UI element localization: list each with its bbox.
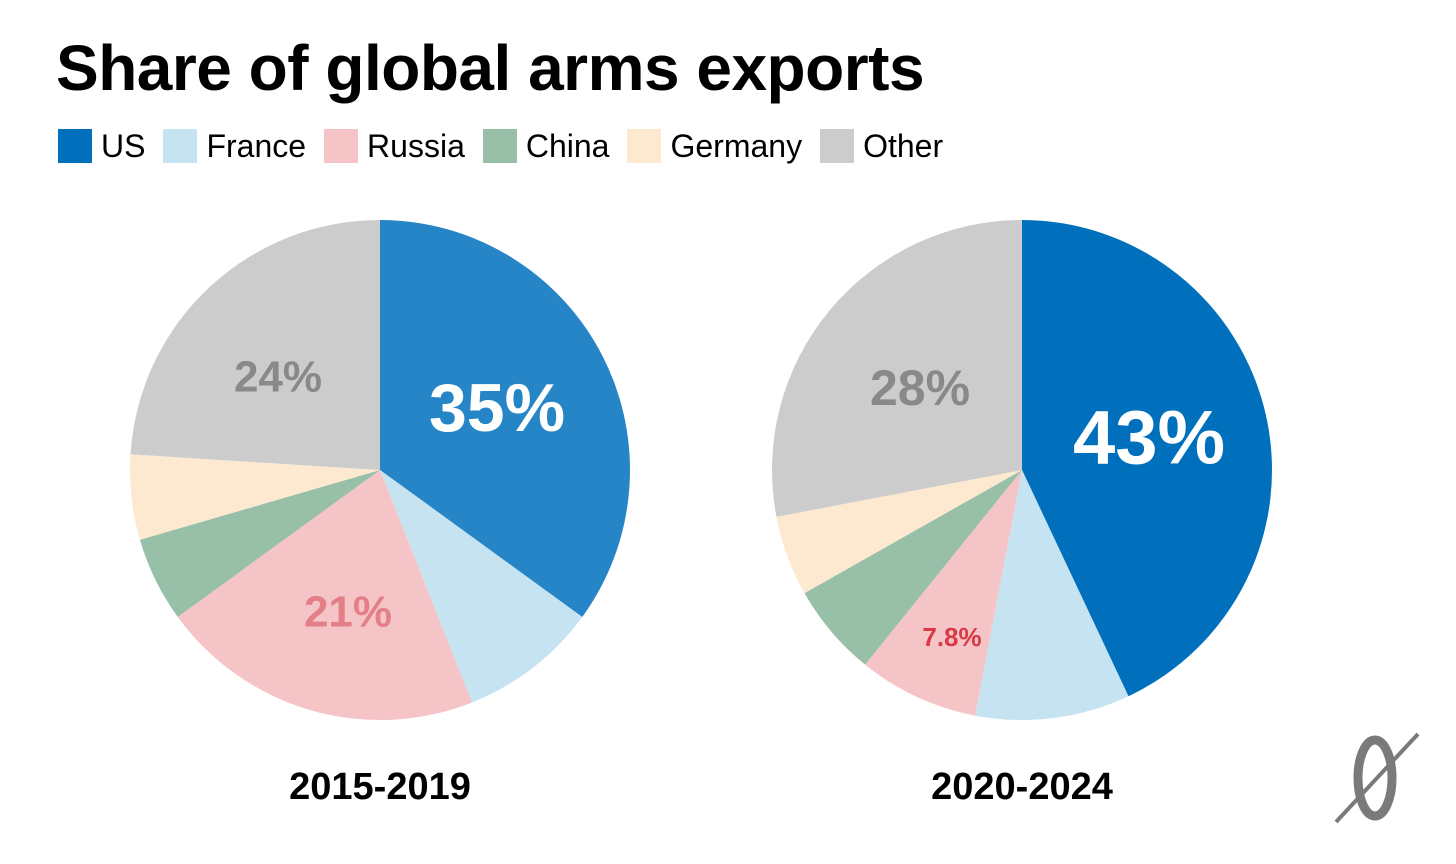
pie-slice-france: [380, 470, 583, 703]
legend-item-china: China: [482, 128, 610, 164]
slice-label-us: 35%: [429, 370, 565, 446]
legend-label: Russia: [367, 128, 465, 164]
slice-label-other: 24%: [234, 353, 322, 402]
slice-label-other: 28%: [870, 360, 970, 416]
pie-slice-other: [130, 220, 380, 470]
period-label: 2020-2024: [931, 766, 1113, 808]
publication-logo-icon: [1334, 732, 1420, 824]
pie-slice-france: [975, 470, 1129, 721]
pie-slice-us: [1022, 220, 1272, 697]
legend-swatch: [163, 129, 198, 163]
pie-slice-china: [139, 470, 380, 617]
legend-item-germany: Germany: [627, 129, 802, 163]
legend-item-us: US: [58, 129, 145, 163]
legend-item-russia: Russia: [324, 129, 465, 163]
pie-slice-germany: [776, 470, 1022, 594]
pie-slice-us: [380, 220, 630, 617]
slice-label-russia: 21%: [304, 588, 392, 637]
legend: US France Russia China Germany Other: [58, 126, 961, 166]
legend-swatch: [627, 129, 662, 163]
pie-slice-russia: [177, 470, 473, 720]
legend-swatch: [58, 129, 92, 163]
legend-swatch: [820, 129, 855, 163]
legend-item-france: France: [163, 129, 306, 163]
legend-label: US: [101, 128, 146, 164]
slice-label-us: 43%: [1073, 396, 1225, 481]
pie-slice-china: [804, 470, 1022, 665]
slice-label-russia: 7.8%: [922, 622, 981, 652]
legend-label: Germany: [670, 128, 803, 164]
chart-title: Share of global arms exports: [56, 32, 925, 104]
legend-label: France: [206, 128, 307, 164]
legend-label: China: [525, 128, 610, 164]
legend-swatch: [482, 129, 517, 163]
pie-chart-2015-2019: 35% 21% 24% 2015-2019: [130, 220, 630, 808]
legend-item-other: Other: [820, 129, 943, 163]
pie-chart-2020-2024: 43% 7.8% 28% 2020-2024: [772, 220, 1272, 808]
period-label: 2015-2019: [289, 766, 471, 808]
legend-label: Other: [863, 128, 944, 164]
pie-slice-russia: [865, 470, 1022, 716]
pie-slice-other: [772, 220, 1022, 517]
pie-slice-germany: [130, 454, 380, 540]
legend-swatch: [324, 129, 359, 163]
